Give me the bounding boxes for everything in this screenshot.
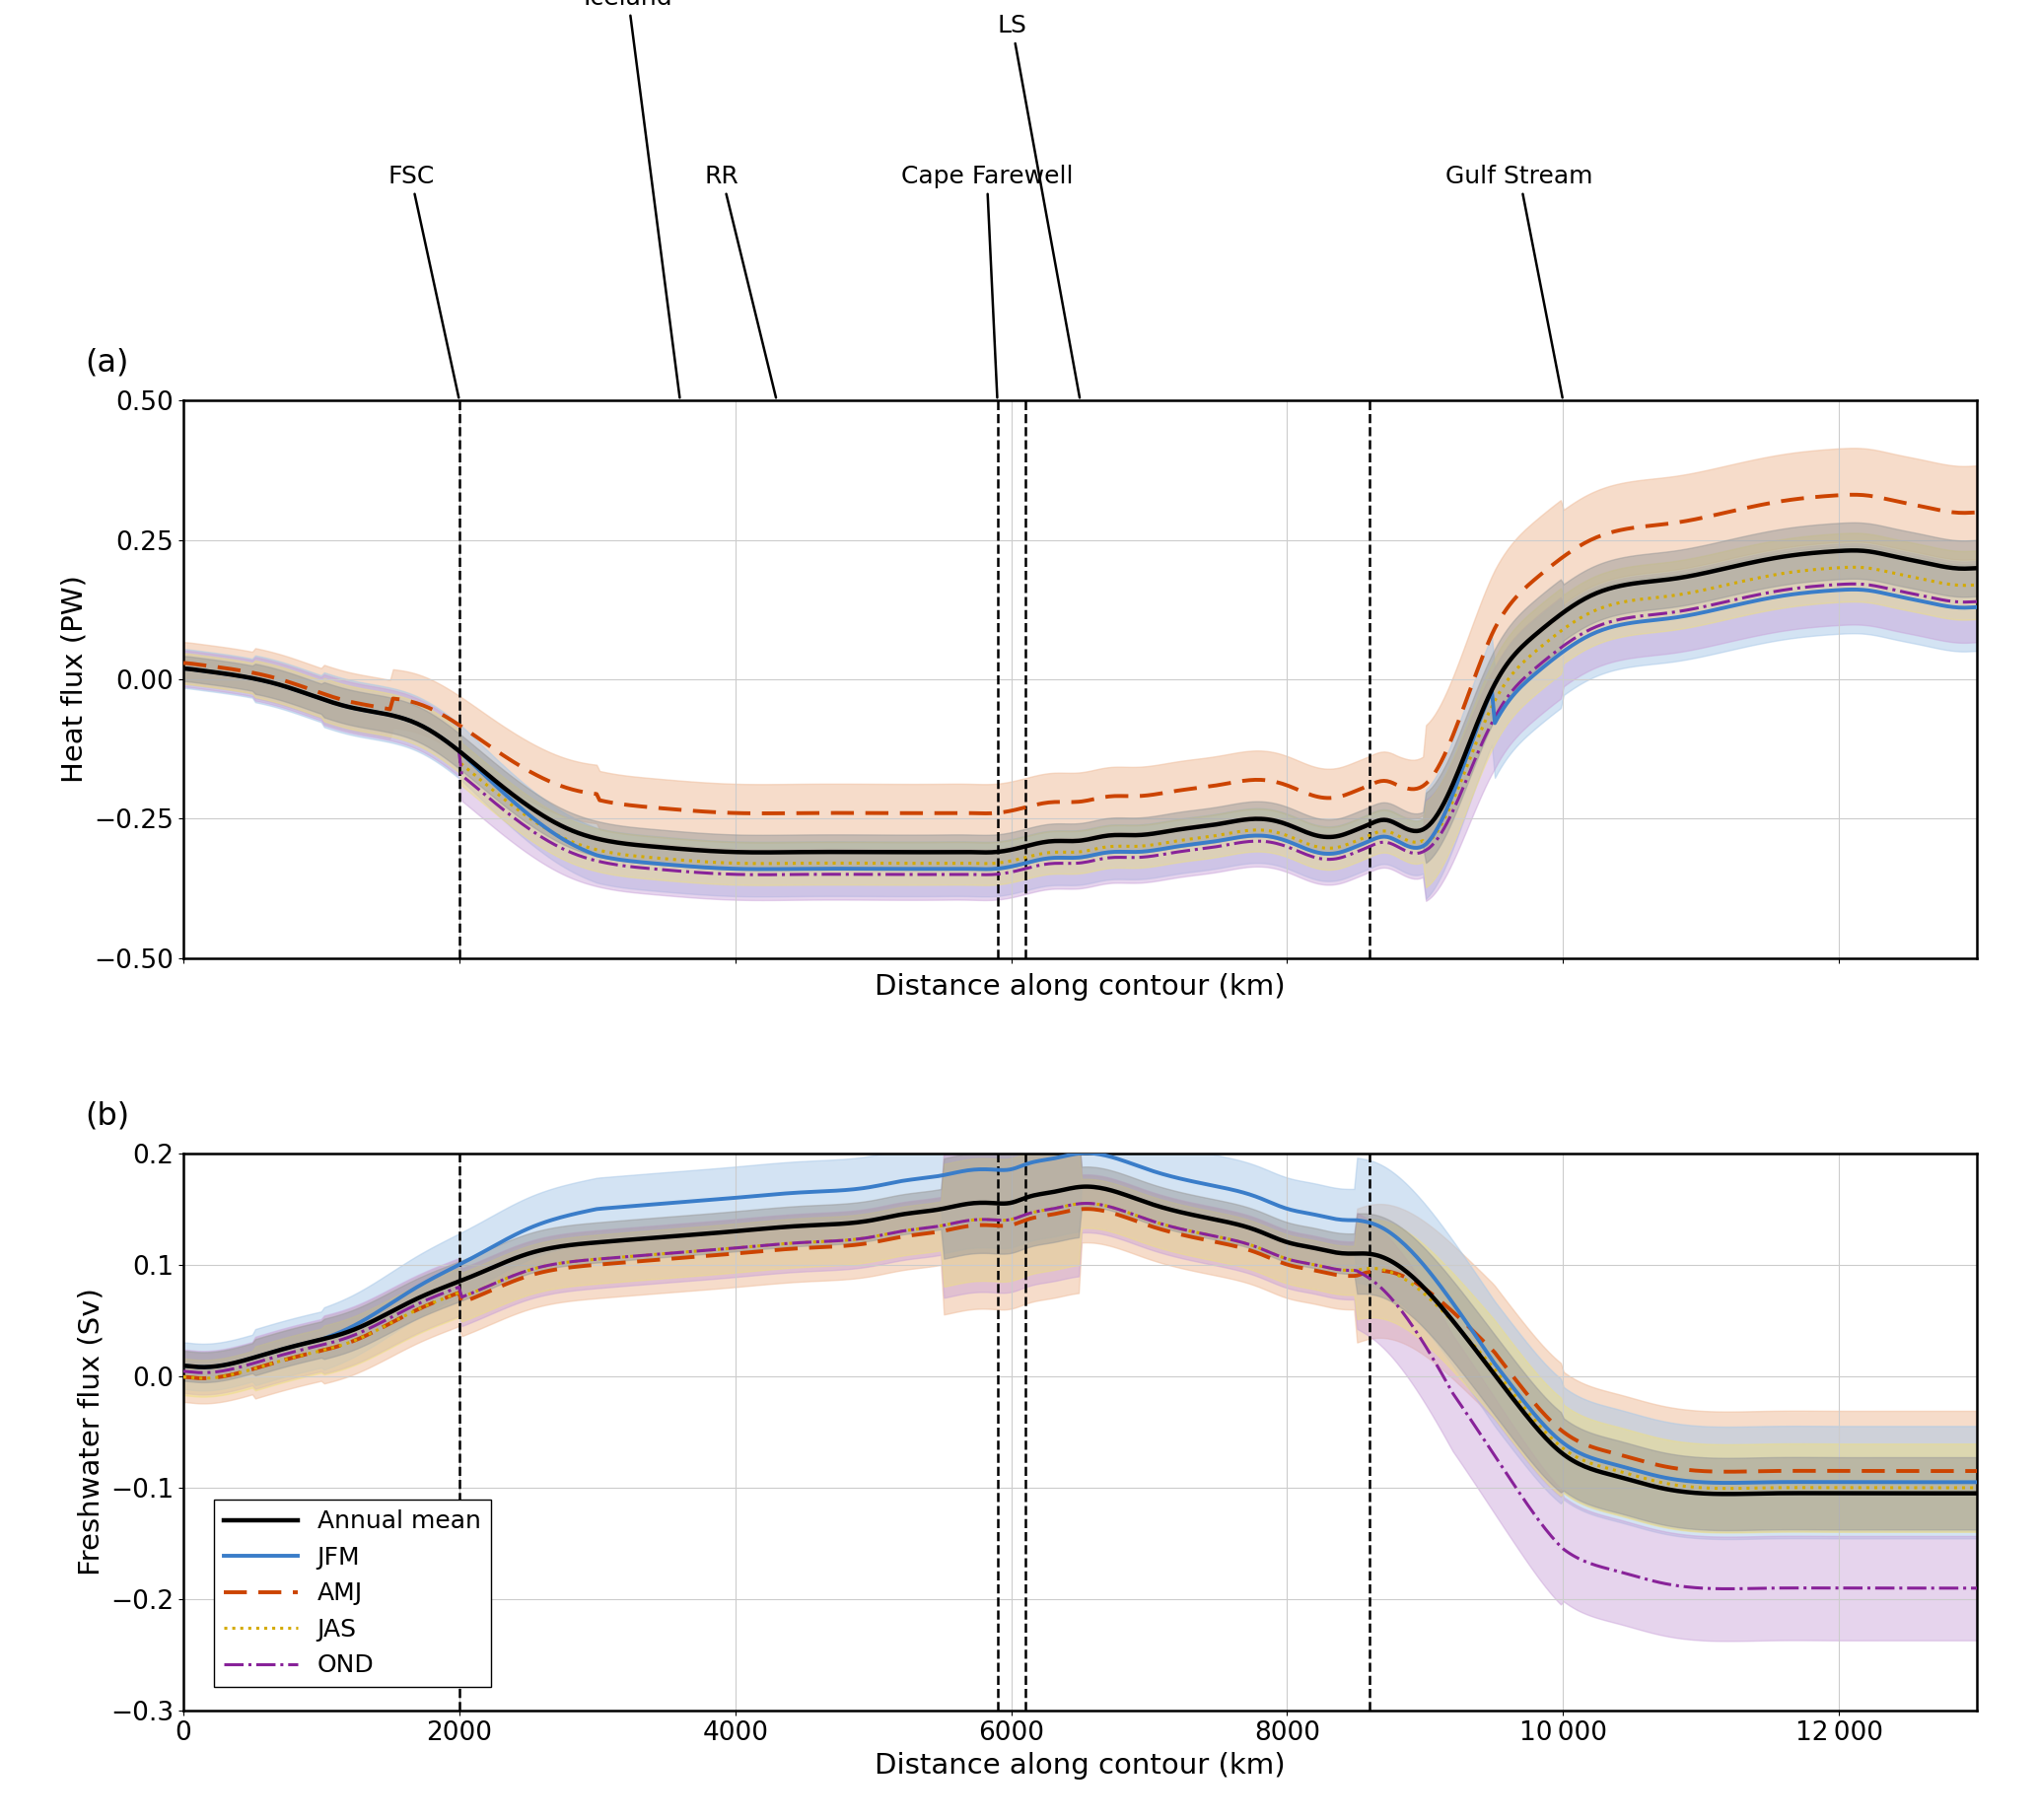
X-axis label: Distance along contour (km): Distance along contour (km) [874, 974, 1286, 1001]
X-axis label: Distance along contour (km): Distance along contour (km) [874, 1751, 1286, 1780]
Text: RR: RR [705, 166, 776, 399]
Text: (a): (a) [86, 348, 128, 379]
Y-axis label: Heat flux (PW): Heat flux (PW) [61, 575, 88, 783]
Y-axis label: Freshwater flux (Sv): Freshwater flux (Sv) [77, 1289, 106, 1576]
Text: LS: LS [997, 15, 1080, 399]
Text: Gulf Stream: Gulf Stream [1445, 166, 1594, 399]
Text: Cape Farewell: Cape Farewell [901, 166, 1072, 397]
Text: FSC: FSC [387, 166, 459, 399]
Legend: Annual mean, JFM, AMJ, JAS, OND: Annual mean, JFM, AMJ, JAS, OND [214, 1500, 491, 1687]
Text: (b): (b) [86, 1101, 128, 1130]
Text: Iceland: Iceland [583, 0, 681, 399]
